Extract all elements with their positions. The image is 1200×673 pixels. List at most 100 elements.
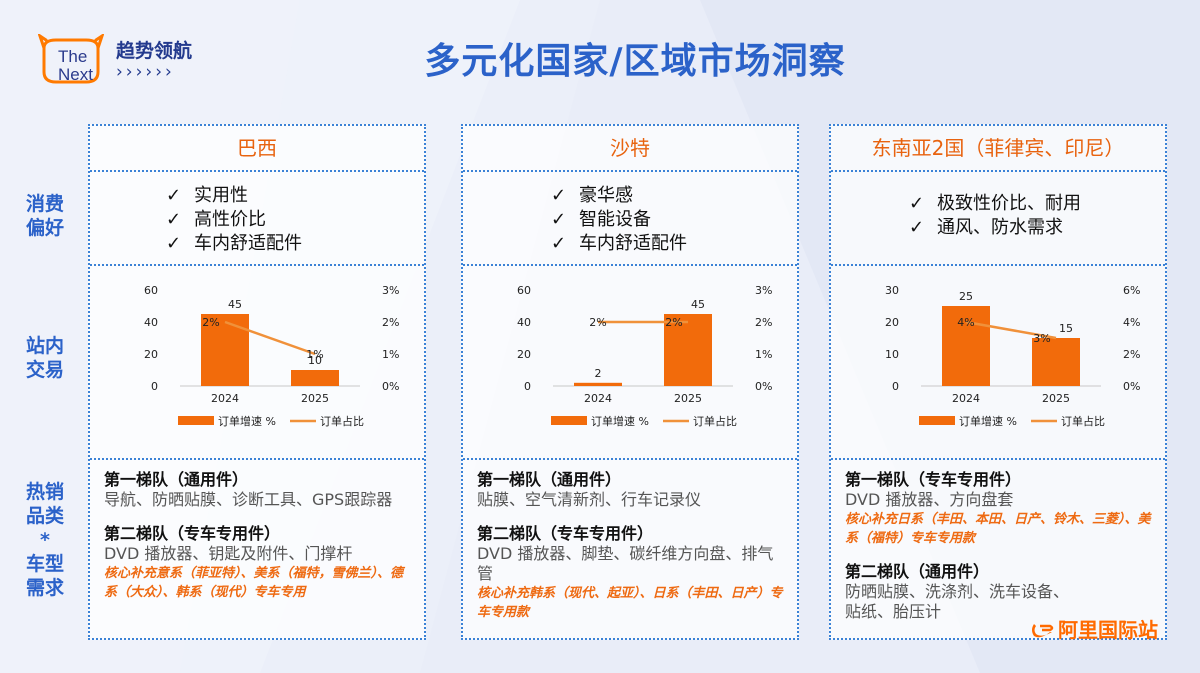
y-right-tick-label: 2% bbox=[1123, 348, 1140, 361]
check-icon: ✓ bbox=[166, 185, 182, 206]
alibaba-logo: 阿里国际站 bbox=[1030, 614, 1158, 643]
row-label-line: 车型 bbox=[25, 553, 64, 575]
y-right-tick-label: 1% bbox=[382, 348, 399, 361]
x-tick-label: 2024 bbox=[952, 392, 980, 405]
preference-list: ✓ 实用性 ✓ 高性价比 ✓ 车内舒适配件 bbox=[90, 170, 424, 264]
preference-text: 极致性价比、耐用 bbox=[937, 193, 1081, 214]
legend-line-label: 订单占比 bbox=[1061, 414, 1105, 428]
tier2-title: 第二梯队（专车专用件） bbox=[477, 524, 654, 543]
row-label-line: * bbox=[40, 529, 50, 551]
tier2-title: 第二梯队（专车专用件） bbox=[104, 524, 281, 543]
y-left-tick-label: 0 bbox=[892, 380, 899, 393]
bar-value-label: 10 bbox=[308, 354, 322, 367]
y-right-tick-label: 1% bbox=[755, 348, 772, 361]
tier1-items: DVD 播放器、方向盘套 bbox=[845, 490, 1014, 509]
tier1-items: 导航、防晒贴膜、诊断工具、GPS跟踪器 bbox=[104, 490, 393, 509]
y-left-tick-label: 20 bbox=[144, 348, 158, 361]
preference-text: 通风、防水需求 bbox=[937, 217, 1063, 238]
preference-text: 车内舒适配件 bbox=[194, 233, 302, 254]
products-panel: 第一梯队（专车专用件） DVD 播放器、方向盘套 核心补充日系（丰田、本田、日产… bbox=[831, 458, 1165, 638]
x-tick-label: 2025 bbox=[301, 392, 329, 405]
market-column-saudi: 沙特 ✓ 豪华感 ✓ 智能设备 ✓ 车内舒适配件 60 40 20 0 3% 2% 1% 0% 202… bbox=[461, 124, 799, 640]
preference-list: ✓ 豪华感 ✓ 智能设备 ✓ 车内舒适配件 bbox=[463, 170, 797, 264]
legend-bar-label: 订单增速 % bbox=[218, 414, 276, 428]
bar bbox=[574, 382, 622, 386]
brand-arrows: ›››››› bbox=[116, 62, 175, 82]
market-column-brazil: 巴西 ✓ 实用性 ✓ 高性价比 ✓ 车内舒适配件 60 40 20 0 3% 2% 1% 0% 202… bbox=[88, 124, 426, 640]
tier1-title: 第一梯队（通用件） bbox=[477, 470, 622, 489]
tier1-title: 第一梯队（通用件） bbox=[104, 470, 249, 489]
preference-item: ✓ 实用性 bbox=[166, 184, 424, 208]
bar-value-label: 15 bbox=[1059, 322, 1073, 335]
legend-line-label: 订单占比 bbox=[320, 414, 364, 428]
line-series bbox=[224, 320, 316, 356]
products-panel: 第一梯队（通用件） 导航、防晒贴膜、诊断工具、GPS跟踪器 第二梯队（专车专用件… bbox=[90, 458, 424, 638]
preference-list: ✓ 极致性价比、耐用 ✓ 通风、防水需求 bbox=[831, 170, 1165, 264]
y-right-tick-label: 0% bbox=[382, 380, 399, 393]
preference-item: ✓ 车内舒适配件 bbox=[551, 232, 797, 256]
x-tick-label: 2024 bbox=[584, 392, 612, 405]
check-icon: ✓ bbox=[551, 209, 567, 230]
row-label-preference: 消费 偏好 bbox=[10, 192, 80, 240]
y-right-tick-label: 3% bbox=[755, 284, 772, 297]
tier1-items: 贴膜、空气清新剂、行车记录仪 bbox=[477, 490, 702, 509]
y-right-tick-label: 6% bbox=[1123, 284, 1140, 297]
bar-value-label: 45 bbox=[228, 298, 242, 311]
y-left-tick-label: 0 bbox=[151, 380, 158, 393]
chart-svg: 30 20 10 0 6% 4% 2% 0% 2024 2025 25 4% 15 3% 订单增速 % 订单占… bbox=[885, 284, 1140, 428]
line-value-label: 2% bbox=[589, 316, 606, 329]
transaction-chart: 30 20 10 0 6% 4% 2% 0% 2024 2025 25 4% 15 3% 订单增速 % 订单占… bbox=[831, 264, 1165, 458]
page-title: 多元化国家/区域市场洞察 bbox=[424, 41, 846, 82]
preference-item: ✓ 豪华感 bbox=[551, 184, 797, 208]
row-label-line: 站内 bbox=[25, 335, 64, 357]
tier2-note: 核心补充韩系（现代、起亚）、日系（丰田、日产）专车专用款 bbox=[477, 586, 783, 620]
products-panel: 第一梯队（通用件） 贴膜、空气清新剂、行车记录仪 第二梯队（专车专用件） DVD… bbox=[463, 458, 797, 638]
y-left-tick-label: 20 bbox=[517, 348, 531, 361]
check-icon: ✓ bbox=[551, 233, 567, 254]
x-tick-label: 2024 bbox=[211, 392, 239, 405]
legend-bar-label: 订单增速 % bbox=[591, 414, 649, 428]
preference-item: ✓ 智能设备 bbox=[551, 208, 797, 232]
brand-title: 趋势领航 bbox=[116, 40, 193, 62]
y-left-tick-label: 10 bbox=[885, 348, 899, 361]
preference-item: ✓ 高性价比 bbox=[166, 208, 424, 232]
logo-text-line2: Next bbox=[58, 65, 93, 84]
y-left-tick-label: 30 bbox=[885, 284, 899, 297]
row-label-line: 热销 bbox=[25, 481, 64, 503]
bar-value-label: 25 bbox=[959, 290, 973, 303]
bar-value-label: 45 bbox=[691, 298, 705, 311]
line-value-label: 4% bbox=[957, 316, 974, 329]
y-right-tick-label: 2% bbox=[382, 316, 399, 329]
legend-line-label: 订单占比 bbox=[693, 414, 737, 428]
preference-item: ✓ 车内舒适配件 bbox=[166, 232, 424, 256]
legend-bar-swatch bbox=[178, 416, 214, 425]
bar bbox=[664, 314, 712, 386]
legend-bar-label: 订单增速 % bbox=[959, 414, 1017, 428]
check-icon: ✓ bbox=[551, 185, 567, 206]
row-label-products: 热销 品类 * 车型 需求 bbox=[10, 480, 80, 600]
bear-logo-icon bbox=[38, 34, 104, 84]
logo-text: The Next bbox=[58, 48, 93, 84]
preference-item: ✓ 通风、防水需求 bbox=[909, 216, 1165, 240]
row-label-line: 需求 bbox=[25, 577, 64, 599]
line-value-label: 2% bbox=[202, 316, 219, 329]
row-label-line: 偏好 bbox=[25, 217, 64, 239]
x-tick-label: 2025 bbox=[674, 392, 702, 405]
alibaba-logo-icon bbox=[1032, 624, 1054, 638]
preference-text: 高性价比 bbox=[194, 209, 266, 230]
logo-text-line1: The bbox=[58, 47, 88, 66]
column-title: 沙特 bbox=[610, 136, 650, 160]
tier1-title: 第一梯队（专车专用件） bbox=[845, 470, 1022, 489]
column-title: 巴西 bbox=[237, 136, 277, 160]
legend-bar-swatch bbox=[919, 416, 955, 425]
y-right-tick-label: 2% bbox=[755, 316, 772, 329]
y-right-tick-label: 3% bbox=[382, 284, 399, 297]
bar bbox=[291, 370, 339, 386]
y-left-tick-label: 60 bbox=[517, 284, 531, 297]
chart-svg: 60 40 20 0 3% 2% 1% 0% 2024 2025 2 2% 45 2% 订单增速 % 订单占比 bbox=[517, 284, 772, 428]
brand-header: The Next 趋势领航 ›››››› bbox=[38, 34, 228, 88]
tier1-note: 核心补充日系（丰田、本田、日产、铃木、三菱）、美系（福特）专车专用款 bbox=[845, 512, 1151, 546]
y-right-tick-label: 4% bbox=[1123, 316, 1140, 329]
alibaba-logo-text: 阿里国际站 bbox=[1058, 618, 1158, 642]
tier2-items: DVD 播放器、钥匙及附件、门撑杆 bbox=[104, 544, 353, 563]
